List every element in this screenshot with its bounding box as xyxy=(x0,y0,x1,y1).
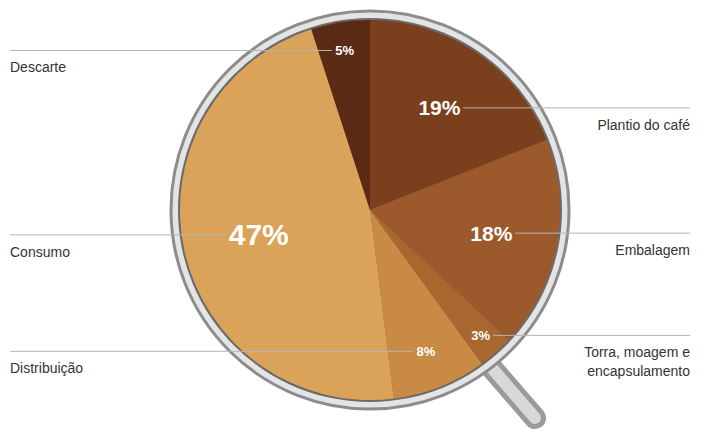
svg-text:47%: 47% xyxy=(229,218,289,251)
svg-text:18%: 18% xyxy=(470,222,512,245)
svg-text:Torra, moagem eencapsulamento: Torra, moagem eencapsulamento xyxy=(584,344,690,379)
svg-text:Descarte: Descarte xyxy=(10,59,66,75)
svg-text:Distribuição: Distribuição xyxy=(10,360,83,376)
svg-text:5%: 5% xyxy=(335,43,354,58)
svg-text:Plantio do café: Plantio do café xyxy=(597,117,690,133)
svg-text:Consumo: Consumo xyxy=(10,244,70,260)
svg-text:Embalagem: Embalagem xyxy=(615,242,690,258)
svg-text:3%: 3% xyxy=(471,328,490,343)
svg-text:8%: 8% xyxy=(417,344,436,359)
svg-text:19%: 19% xyxy=(418,96,460,119)
